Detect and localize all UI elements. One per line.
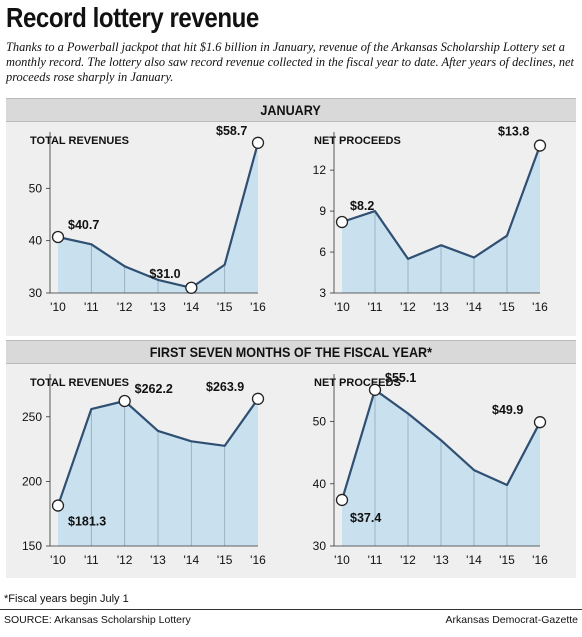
- x-tick-label: '10: [50, 300, 66, 314]
- x-tick-label: '15: [499, 300, 515, 314]
- x-tick-label: '11: [368, 553, 383, 567]
- y-tick-label: 3: [319, 286, 326, 300]
- data-point-marker: [185, 281, 198, 294]
- y-tick-label: 40: [29, 234, 43, 248]
- y-tick-label: 50: [313, 415, 327, 429]
- x-tick-label: '11: [84, 553, 99, 567]
- data-point-marker: [51, 499, 65, 512]
- data-label: $55.1: [385, 371, 416, 385]
- x-tick-label: '16: [250, 553, 266, 567]
- data-label: $8.2: [350, 199, 374, 213]
- x-tick-label: '13: [433, 300, 449, 314]
- data-label: $31.0: [149, 267, 180, 281]
- x-tick-label: '13: [150, 300, 166, 314]
- data-point-marker: [533, 416, 547, 429]
- y-tick-label: 30: [313, 539, 327, 553]
- footnote: *Fiscal years begin July 1: [4, 593, 129, 605]
- data-label: $13.8: [498, 125, 529, 139]
- x-tick-label: '13: [150, 553, 166, 567]
- y-tick-label: 250: [22, 410, 42, 424]
- x-tick-label: '14: [466, 553, 482, 567]
- x-tick-label: '14: [184, 300, 200, 314]
- chart-fiscal-net-proceeds: NET PROCEEDS304050'10'11'12'13'14'15'16$…: [313, 371, 549, 567]
- data-point-marker: [368, 383, 382, 396]
- chart-january-net-proceeds: NET PROCEEDS 3 6 9 12 '10 '11 '12 '13 '14 '15 '16 $8…: [313, 125, 549, 314]
- data-point-marker: [51, 230, 65, 244]
- x-tick-label: '14: [184, 553, 200, 567]
- chart-title: NET PROCEEDS: [314, 135, 401, 147]
- data-label: $262.2: [135, 382, 173, 396]
- data-point-marker: [118, 394, 131, 408]
- chart-fiscal-total-revenues: TOTAL REVENUES 150 200 250 '10 '11 '12 '13 '14 '1…: [22, 374, 266, 567]
- data-label: $58.7: [216, 124, 247, 138]
- x-tick-label: '16: [532, 553, 548, 567]
- data-point-marker: [335, 215, 349, 229]
- x-tick-label: '15: [217, 300, 233, 314]
- panel-january: [6, 122, 576, 336]
- page-title: Record lottery revenue: [6, 2, 259, 33]
- x-tick-label: '14: [466, 300, 482, 314]
- data-label: $49.9: [492, 403, 523, 417]
- y-tick-label: 200: [22, 474, 42, 488]
- series-line: [57, 142, 260, 289]
- data-label: $37.4: [350, 511, 381, 525]
- data-point-marker: [533, 139, 547, 152]
- data-point-marker: [251, 136, 265, 149]
- chart-title: TOTAL REVENUES: [30, 135, 129, 147]
- chart-january-total-revenues: TOTAL REVENUES 30 40 50 '10 '11 '12 '13 '14 '15 '1…: [29, 124, 267, 314]
- y-tick-label: 30: [29, 286, 43, 300]
- x-tick-label: '10: [334, 300, 350, 314]
- credit-line: Arkansas Democrat-Gazette: [445, 614, 578, 626]
- y-tick-label: 12: [313, 163, 327, 177]
- data-label: $263.9: [206, 380, 244, 394]
- x-tick-label: '12: [117, 300, 133, 314]
- chart-title: TOTAL REVENUES: [30, 377, 129, 389]
- intro-text: Thanks to a Powerball jackpot that hit $…: [6, 40, 574, 84]
- section-heading-fiscal: FIRST SEVEN MONTHS OF THE FISCAL YEAR*: [6, 340, 576, 364]
- x-tick-label: '13: [433, 553, 449, 567]
- x-tick-label: '11: [84, 300, 99, 314]
- series-line: [56, 398, 259, 506]
- data-point-marker: [251, 392, 265, 405]
- x-tick-label: '12: [400, 553, 416, 567]
- x-tick-label: '10: [50, 553, 66, 567]
- x-tick-label: '11: [368, 300, 383, 314]
- y-tick-label: 40: [313, 477, 327, 491]
- y-tick-label: 50: [29, 181, 43, 195]
- source-line: SOURCE: Arkansas Scholarship Lottery: [4, 614, 191, 626]
- divider: [0, 609, 582, 610]
- section-heading-january: JANUARY: [6, 98, 576, 122]
- data-label: $181.3: [68, 515, 106, 529]
- area-fill: [342, 145, 540, 293]
- x-tick-label: '15: [217, 553, 233, 567]
- y-tick-label: 6: [319, 245, 326, 259]
- x-tick-label: '12: [400, 300, 416, 314]
- x-tick-label: '10: [334, 553, 350, 567]
- x-tick-label: '12: [117, 553, 133, 567]
- data-label: $40.7: [68, 218, 99, 232]
- y-tick-label: 150: [22, 539, 42, 553]
- series-line: [341, 145, 542, 260]
- data-point-marker: [335, 493, 349, 507]
- x-tick-label: '16: [532, 300, 548, 314]
- x-tick-label: '15: [499, 553, 515, 567]
- x-tick-label: '16: [250, 300, 266, 314]
- y-tick-label: 9: [319, 204, 326, 218]
